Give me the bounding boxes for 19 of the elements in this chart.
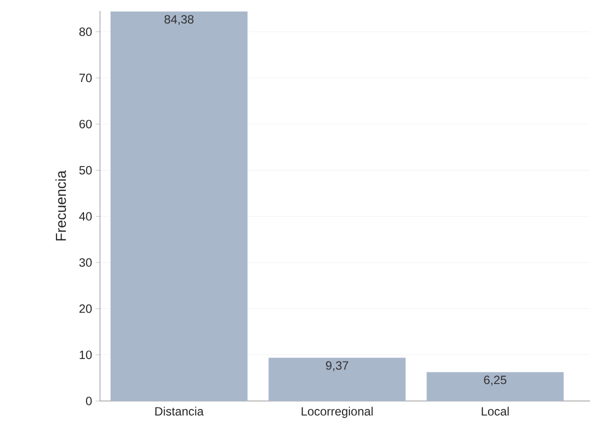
- data-label: 6,25: [484, 376, 506, 386]
- y-tick-label: 10: [80, 350, 92, 360]
- bar: [110, 12, 248, 401]
- y-tick-label: 30: [79, 258, 92, 267]
- y-tick-label: 50: [79, 166, 92, 174]
- data-label: 9,37: [326, 361, 348, 372]
- data-label: 84,38: [164, 15, 194, 25]
- y-tick-label: 0: [86, 396, 92, 406]
- y-tick-label: 20: [79, 304, 92, 313]
- y-tick-label: 40: [79, 212, 92, 221]
- bar: [268, 358, 406, 401]
- y-tick-label: 70: [79, 74, 92, 82]
- x-tick-label: Distancia: [155, 406, 204, 416]
- x-tick-label: Locorregional: [302, 406, 373, 418]
- x-tick-label: Local: [482, 406, 509, 416]
- y-tick-label: 80: [79, 28, 92, 36]
- bar: [426, 372, 564, 401]
- y-axis-title: Frecuencia: [55, 170, 66, 240]
- y-tick-label: 60: [79, 120, 92, 128]
